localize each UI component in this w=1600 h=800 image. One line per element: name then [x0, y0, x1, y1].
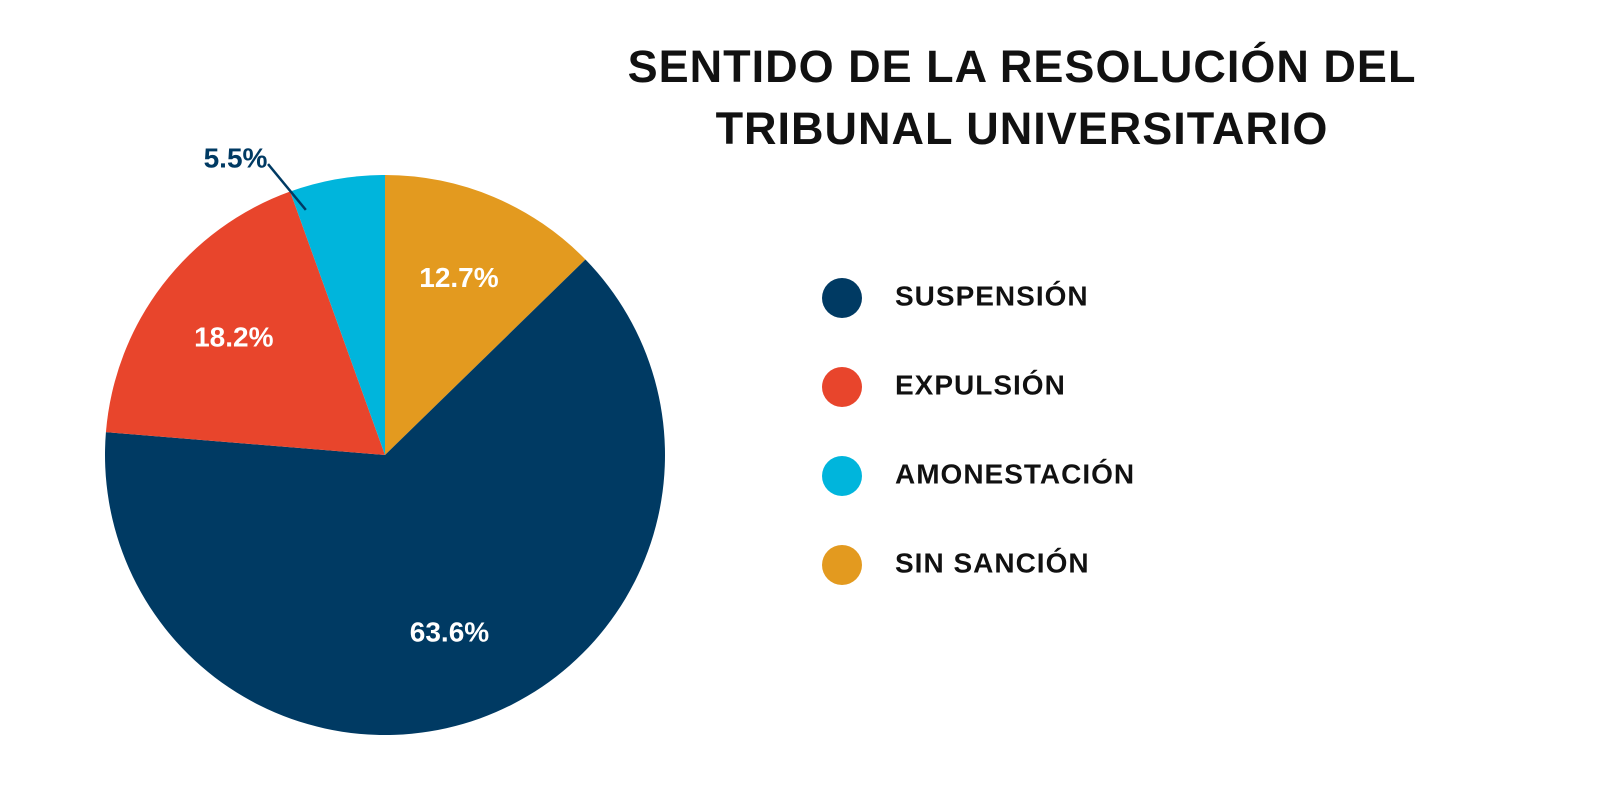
data-label: 12.7% [419, 262, 498, 293]
legend-label: AMONESTACIÓN [895, 458, 1135, 489]
legend-label: SUSPENSIÓN [895, 280, 1089, 311]
chart-title: SENTIDO DE LA RESOLUCIÓN DEL TRIBUNAL UN… [627, 41, 1417, 154]
legend-swatch [822, 545, 862, 585]
pie-slice [385, 175, 586, 455]
leader-line [267, 163, 307, 211]
data-label: 63.6% [410, 617, 489, 648]
pie-slice [105, 191, 386, 455]
legend-swatch [822, 367, 862, 407]
legend-label: SIN SANCIÓN [895, 547, 1090, 578]
pie-slice [290, 175, 385, 455]
legend-label: EXPULSIÓN [895, 369, 1066, 400]
legend-swatch [822, 456, 862, 496]
data-label: 5.5% [204, 143, 268, 174]
data-label: 18.2% [194, 322, 273, 353]
pie-slice [105, 259, 665, 735]
legend-swatch [822, 278, 862, 318]
